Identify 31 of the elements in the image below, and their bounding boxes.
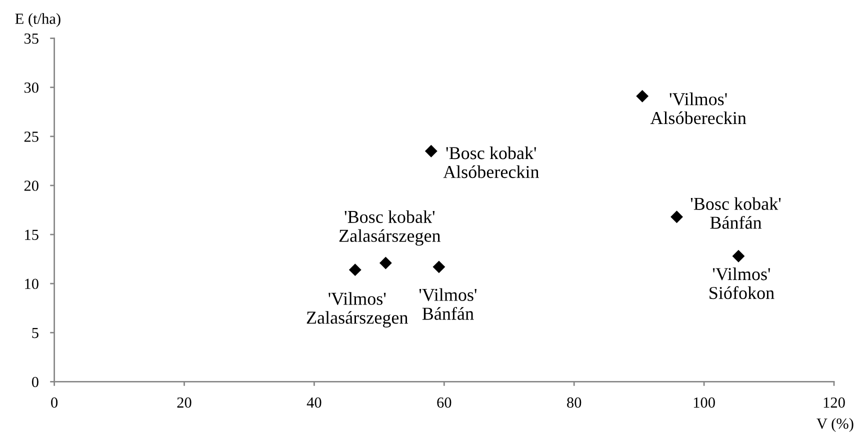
x-axis-title: V (%): [816, 418, 854, 432]
x-tick-label: 40: [306, 397, 322, 408]
y-tick-label: 30: [24, 82, 38, 93]
annotation: 'Bosc kobak' Zalasárszegen: [339, 210, 441, 246]
x-tick-label: 20: [177, 397, 192, 408]
x-tick-label: 60: [437, 397, 452, 408]
annotation: 'Vilmos' Zalasárszegen: [306, 292, 408, 328]
y-tick-label: 25: [24, 132, 38, 142]
annotation: 'Vilmos' Siófokon: [710, 267, 774, 300]
annotation: 'Vilmos' Alsóbereckin: [650, 92, 746, 124]
y-tick-label: 5: [32, 328, 38, 338]
y-tick-label: 10: [25, 278, 38, 290]
point: [670, 210, 683, 224]
point: [432, 260, 446, 274]
annotation: 'Bosc kobak' Bánfán: [690, 197, 781, 229]
annotation: 'Bosc kobak' Alsóbereckin: [443, 146, 540, 178]
y-tick-label: 20: [24, 180, 38, 191]
point: [424, 144, 438, 158]
y-tick-label: 0: [32, 376, 38, 388]
point: [348, 264, 362, 276]
y-axis-title: E (t/ha): [15, 13, 60, 28]
point: [379, 256, 392, 270]
x-tick-label: 80: [567, 397, 582, 408]
point: [732, 250, 745, 262]
point: [636, 90, 649, 102]
x-tick-label: 120: [824, 397, 845, 408]
annotation: 'Vilmos' Bánfán: [419, 288, 476, 320]
x-tick-label: 0: [51, 397, 58, 408]
y-tick-label: 35: [24, 33, 38, 44]
x-tick-label: 100: [694, 397, 715, 408]
y-tick-label: 15: [25, 230, 38, 240]
